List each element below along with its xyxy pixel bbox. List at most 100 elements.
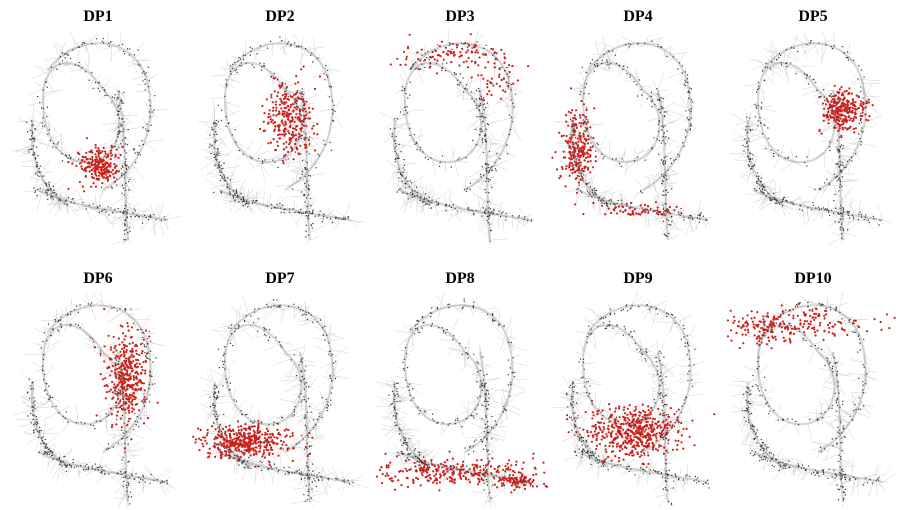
- network-node: [590, 63, 591, 64]
- network-node: [75, 64, 76, 65]
- highlighted-node: [298, 119, 300, 121]
- network-node: [424, 67, 425, 68]
- network-node: [121, 102, 122, 103]
- network-node: [34, 154, 35, 155]
- network-node: [391, 136, 392, 137]
- highlighted-node: [108, 170, 110, 172]
- network-node: [237, 61, 238, 62]
- network-node: [309, 137, 310, 138]
- network-node: [46, 116, 47, 117]
- network-node: [255, 200, 256, 201]
- network-node: [127, 209, 128, 210]
- network-node: [667, 170, 668, 171]
- network-node: [765, 148, 766, 149]
- highlighted-node: [110, 152, 112, 154]
- network-node: [294, 42, 295, 43]
- network-node: [64, 54, 65, 55]
- network-node: [123, 187, 124, 188]
- network-node: [752, 129, 753, 130]
- highlighted-node: [308, 139, 310, 141]
- network-node: [666, 179, 667, 180]
- network-node: [253, 200, 254, 201]
- network-edge: [852, 80, 862, 83]
- highlighted-node: [285, 146, 287, 148]
- network-node: [595, 192, 596, 193]
- highlighted-node: [298, 153, 300, 155]
- network-node: [343, 219, 344, 220]
- network-node: [120, 211, 121, 212]
- network-edge: [733, 140, 747, 142]
- highlighted-node: [109, 175, 111, 177]
- network-node: [824, 96, 825, 97]
- network-node: [490, 167, 491, 168]
- network-node: [785, 200, 786, 201]
- network-node: [310, 213, 311, 214]
- highlighted-node: [582, 142, 584, 144]
- network-node: [662, 195, 663, 196]
- highlighted-node: [107, 155, 109, 157]
- network-node: [841, 172, 842, 173]
- network-node: [841, 144, 842, 145]
- network-node: [37, 174, 38, 175]
- network-node: [306, 225, 307, 226]
- highlighted-node: [632, 210, 634, 212]
- highlighted-node: [570, 112, 572, 114]
- highlighted-node: [573, 128, 575, 130]
- highlighted-node: [471, 50, 473, 52]
- network-edges: [730, 30, 894, 244]
- highlighted-node: [653, 210, 655, 212]
- highlighted-node: [312, 125, 314, 127]
- network-node: [857, 78, 858, 79]
- network-node: [838, 222, 839, 223]
- network-node: [115, 140, 116, 141]
- highlighted-node: [294, 107, 296, 109]
- network-node: [749, 166, 750, 167]
- network-node: [818, 43, 819, 44]
- highlighted-node: [90, 186, 92, 188]
- network-node: [806, 44, 807, 45]
- highlighted-node: [467, 66, 469, 68]
- network-node: [128, 166, 129, 167]
- highlighted-node: [579, 179, 581, 181]
- highlighted-node: [828, 119, 830, 121]
- network-node: [331, 86, 332, 87]
- network-node: [650, 209, 651, 210]
- network-node: [128, 181, 129, 182]
- network-edge: [332, 113, 342, 127]
- network-edge: [671, 53, 688, 55]
- network-node: [671, 188, 672, 189]
- network-node: [154, 95, 155, 96]
- network-node: [677, 68, 678, 69]
- network-node: [216, 152, 217, 153]
- network-node: [747, 146, 748, 147]
- network-node: [332, 113, 333, 114]
- network-node: [860, 113, 861, 114]
- highlighted-node: [430, 56, 432, 58]
- network-node: [129, 227, 130, 228]
- network-node: [764, 186, 765, 187]
- network-node: [323, 214, 324, 215]
- highlighted-node: [304, 138, 306, 140]
- network-node: [689, 119, 690, 120]
- highlighted-node: [93, 177, 95, 179]
- network-node: [508, 76, 509, 77]
- network-node: [685, 82, 686, 83]
- network-node: [218, 121, 219, 122]
- network-node: [494, 162, 495, 163]
- network-node: [484, 109, 485, 110]
- network-node: [846, 211, 847, 212]
- highlighted-node: [595, 160, 597, 162]
- highlighted-node: [312, 108, 314, 110]
- network-node: [398, 189, 399, 190]
- network-node: [581, 192, 582, 193]
- network-edge: [237, 179, 246, 195]
- network-edge: [664, 138, 678, 142]
- network-node: [758, 82, 759, 83]
- network-node: [460, 82, 461, 83]
- highlighted-node: [511, 65, 513, 67]
- network-node: [414, 190, 415, 191]
- network-node: [591, 196, 592, 197]
- highlighted-node: [666, 209, 668, 211]
- network-node: [748, 126, 749, 127]
- highlighted-node: [277, 145, 279, 147]
